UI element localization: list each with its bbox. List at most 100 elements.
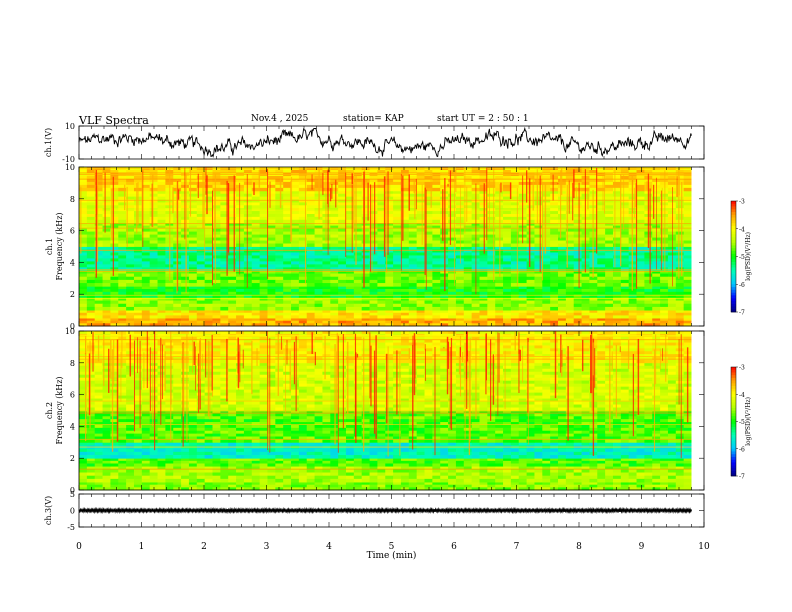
ch1-spectrogram-cell [416, 184, 425, 189]
ch1-spectrogram-cell [675, 243, 685, 247]
ch1-spectrogram-cell [353, 252, 363, 256]
ch1-spectrogram-cell [212, 237, 221, 241]
ch1-spectrogram-cell [149, 264, 158, 268]
ch2-spectrogram-cell [110, 469, 119, 473]
ch1-spectrogram-cell [181, 318, 190, 322]
ch1-spectrogram-cell [126, 310, 135, 314]
ch2-spectrogram-cell [534, 487, 543, 491]
ch1-spectrogram-cell [118, 286, 127, 290]
ch1-spectrogram-cell [385, 228, 394, 232]
ch2-spectrogram-cell [353, 487, 363, 491]
ch1-spectrogram-cell [542, 169, 551, 174]
ch1-spectrogram-cell [628, 303, 637, 308]
ch1-spectrogram-cell [448, 255, 457, 259]
ch1-spectrogram-cell [267, 222, 276, 227]
ch1-waveform-ylabel: ch.1(V) [44, 128, 53, 157]
ch1-spectrogram-cell [204, 267, 213, 271]
ch1-spectrogram-cell [236, 279, 245, 284]
ch1-spectrogram-cell [118, 187, 127, 192]
ch2-spectrogram-cell [149, 466, 158, 470]
ch1-spectrogram-cell [416, 294, 425, 298]
ch1-spectrogram-cell [338, 187, 347, 192]
ch1-spectrogram-cell [542, 303, 551, 308]
ch1-spectrogram-cell [369, 300, 378, 305]
ch1-spectrogram-cell [314, 246, 323, 250]
ch1-spectrogram-cell [298, 205, 308, 209]
ch1-spectrogram-cell [220, 318, 229, 322]
ch2-spectrogram-cell [338, 482, 347, 486]
ch1-spectrogram-cell [565, 190, 575, 195]
ch1-spectrogram-cell [306, 228, 315, 232]
ch1-spectrogram-cell [118, 323, 127, 327]
ch1-spectrogram-cell [487, 273, 496, 278]
ch1-spectrogram-cell [369, 240, 378, 244]
ch1-spectrogram-cell [165, 315, 174, 319]
ch1-spectrogram-cell [149, 289, 158, 293]
ch2-spectrogram-cell [581, 482, 590, 486]
ch1-spectrogram-cell [605, 303, 614, 308]
ch1-spectrogram-colorbar-cell [731, 203, 736, 207]
ch1-spectrogram-cell [102, 219, 111, 224]
ch1-spectrogram-cell [495, 312, 504, 316]
ch1-spectrogram-cell [228, 222, 237, 227]
ch1-spectrogram-cell [463, 261, 473, 265]
ch1-spectrogram-cell [338, 240, 347, 244]
ch1-spectrogram-cell [79, 306, 88, 311]
ch2-spectrogram-cell [440, 466, 449, 470]
ch2-spectrogram-cell [369, 482, 378, 486]
ch2-spectrogram-cell [283, 466, 292, 470]
ch1-spectrogram-cell [102, 184, 111, 189]
ch1-spectrogram-cell [534, 225, 543, 230]
ch1-spectrogram-cell [173, 297, 182, 301]
ch1-spectrogram-cell [518, 315, 527, 319]
ch1-spectrogram-cell [510, 258, 520, 262]
ch2-spectrogram-cell [644, 466, 653, 470]
ch1-spectrogram-cell [251, 249, 261, 253]
ch1-spectrogram-cell [298, 264, 308, 268]
ch1-spectrogram-cell [408, 323, 418, 327]
ch1-spectrogram-cell [338, 211, 347, 215]
ch1-spectrogram-cell [173, 175, 182, 180]
ch1-spectrogram-cell [432, 306, 441, 311]
ch1-spectrogram-cell [110, 310, 119, 314]
ch1-spectrogram-cell [550, 294, 559, 298]
ch1-spectrogram-cell [558, 261, 567, 265]
ch1-spectrogram-cell [542, 213, 551, 218]
ch1-spectrogram-cell [518, 300, 527, 305]
ch1-spectrogram-colorbar-cell [731, 245, 736, 249]
ch1-spectrogram-cell [683, 181, 692, 186]
ch1-spectrogram-cell [393, 267, 402, 271]
ch1-spectrogram-cell [400, 225, 410, 230]
ch1-spectrogram-cell [149, 222, 158, 227]
ch1-spectrogram-cell [620, 169, 630, 174]
ch1-spectrogram-cell [267, 175, 276, 180]
ch1-spectrogram-cell [173, 300, 182, 305]
ch1-spectrogram-cell [267, 237, 276, 241]
ch1-spectrogram-cell [338, 318, 347, 322]
ch1-spectrogram-cell [636, 315, 645, 319]
ch1-spectrogram-cell [393, 216, 402, 221]
ch1-spectrogram-cell [157, 261, 166, 265]
ch1-spectrogram-cell [110, 193, 119, 198]
ch1-spectrogram-cell [157, 222, 166, 227]
ch1-spectrogram-cell [534, 267, 543, 271]
ch1-spectrogram-ytick-label: 4 [70, 258, 75, 267]
ch1-spectrogram-cell [251, 169, 261, 174]
ch1-spectrogram-cell [94, 252, 103, 256]
ch1-spectrogram-cell [558, 318, 567, 322]
ch1-spectrogram-cell [110, 267, 119, 271]
ch1-spectrogram-cell [628, 318, 637, 322]
ch1-spectrogram-cell [550, 190, 559, 195]
ch1-spectrogram-cell [605, 211, 614, 215]
ch1-spectrogram-cell [518, 270, 527, 274]
ch2-spectrogram-cell [102, 466, 111, 470]
ch1-spectrogram-cell [369, 310, 378, 314]
ch1-spectrogram-cell [79, 252, 88, 256]
ch1-spectrogram-cell [534, 216, 543, 221]
ch1-spectrogram-cell [683, 258, 692, 262]
ch1-spectrogram-cell [314, 240, 323, 244]
ch1-spectrogram-cell [291, 243, 300, 247]
ch1-spectrogram-cell [79, 169, 88, 174]
ch1-spectrogram-cell [565, 252, 575, 256]
ch1-spectrogram-cell [86, 187, 96, 192]
